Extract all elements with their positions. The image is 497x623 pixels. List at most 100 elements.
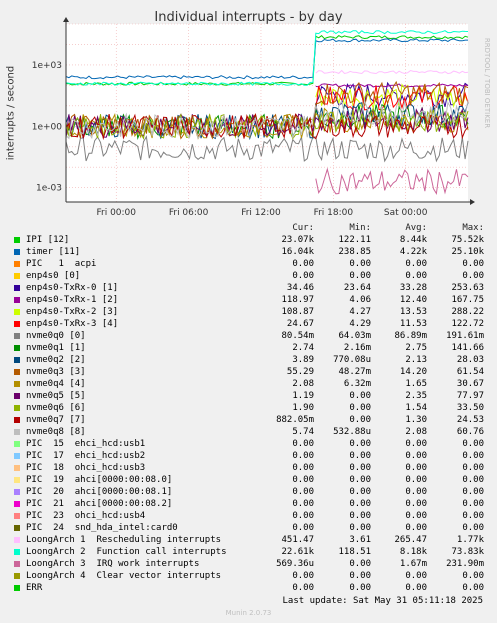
value-min: 118.51 xyxy=(338,547,371,557)
value-max: 0.00 xyxy=(462,487,484,497)
value-avg: 0.00 xyxy=(405,511,427,521)
legend-row: enp4s0-TxRx-2 [3] 108.87 4.27 13.53 288.22 xyxy=(14,306,488,318)
series-line-7 xyxy=(315,85,469,111)
value-min: 64.03m xyxy=(338,331,371,341)
legend-swatch xyxy=(14,417,20,423)
series-line-27 xyxy=(315,167,469,195)
value-cur: 1.90 xyxy=(292,403,314,413)
value-cur: 569.36u xyxy=(276,559,314,569)
value-avg: 11.53 xyxy=(399,319,427,329)
legend-row: PIC 24 snd_hda_intel:card0 0.00 0.00 0.00 0.… xyxy=(14,522,488,534)
value-cur: 882.05m xyxy=(276,415,314,425)
legend-row: ERR 0.00 0.00 0.00 0.00 xyxy=(14,582,488,594)
value-min: 4.06 xyxy=(349,295,371,305)
value-cur: 5.74 xyxy=(292,427,314,437)
series-line-1 xyxy=(65,38,468,80)
legend-row: nvme0q2 [2] 3.89 770.08u 2.13 28.03 xyxy=(14,354,488,366)
legend-swatch xyxy=(14,465,20,471)
legend-row: nvme0q4 [4] 2.08 6.32m 1.65 30.67 xyxy=(14,378,488,390)
series-name: LoongArch 2 Function call interrupts xyxy=(26,547,227,557)
legend-swatch xyxy=(14,501,20,507)
legend-swatch xyxy=(14,381,20,387)
series-name: nvme0q4 [4] xyxy=(26,379,86,389)
value-min: 532.88u xyxy=(333,427,371,437)
series-name: LoongArch 4 Clear vector interrupts xyxy=(26,571,222,581)
legend-row: nvme0q1 [1] 2.74 2.16m 2.75 141.66 xyxy=(14,342,488,354)
series-name: IPI [12] xyxy=(26,235,70,245)
value-max: 28.03 xyxy=(456,355,484,365)
value-max: 0.00 xyxy=(462,523,484,533)
value-max: 231.90m xyxy=(446,559,484,569)
x-tick-label: Sat 00:00 xyxy=(384,208,428,218)
value-min: 122.11 xyxy=(338,235,371,245)
series-name: enp4s0-TxRx-3 [4] xyxy=(26,319,119,329)
col-avg-header: Avg: xyxy=(405,223,427,233)
legend-row: LoongArch 4 Clear vector interrupts 0.00 0… xyxy=(14,570,488,582)
value-min: 0.00 xyxy=(349,511,371,521)
value-min: 6.32m xyxy=(343,379,371,389)
value-min: 3.61 xyxy=(349,535,371,545)
legend-swatch xyxy=(14,393,20,399)
value-max: 0.00 xyxy=(462,475,484,485)
value-avg: 4.22k xyxy=(399,247,427,257)
x-tick-label: Fri 12:00 xyxy=(241,208,281,218)
value-max: 288.22 xyxy=(451,307,484,317)
legend-row: PIC 17 ehci_hcd:usb2 0.00 0.00 0.00 0.00 xyxy=(14,450,488,462)
legend-swatch xyxy=(14,333,20,339)
value-cur: 0.00 xyxy=(292,487,314,497)
value-cur: 0.00 xyxy=(292,463,314,473)
legend-swatch xyxy=(14,453,20,459)
legend-row: nvme0q6 [6] 1.90 0.00 1.54 33.50 xyxy=(14,402,488,414)
value-avg: 2.75 xyxy=(405,343,427,353)
value-cur: 34.46 xyxy=(286,283,314,293)
y-axis-arrow xyxy=(63,17,69,22)
series-name: PIC 20 ahci[0000:00:08.1] xyxy=(26,487,173,497)
legend-swatch xyxy=(14,513,20,519)
value-min: 0.00 xyxy=(349,523,371,533)
legend-row: nvme0q3 [3] 55.29 48.27m 14.20 61.54 xyxy=(14,366,488,378)
value-avg: 0.00 xyxy=(405,463,427,473)
value-max: 77.97 xyxy=(456,391,484,401)
value-min: 0.00 xyxy=(349,463,371,473)
value-min: 2.16m xyxy=(343,343,371,353)
value-avg: 0.00 xyxy=(405,523,427,533)
legend-swatch xyxy=(14,249,20,255)
value-min: 238.85 xyxy=(338,247,371,257)
value-avg: 0.00 xyxy=(405,271,427,281)
value-avg: 33.28 xyxy=(399,283,427,293)
series-name: nvme0q3 [3] xyxy=(26,367,86,377)
value-cur: 451.47 xyxy=(281,535,314,545)
legend-swatch xyxy=(14,561,20,567)
legend-swatch xyxy=(14,537,20,543)
series-name: PIC 19 ahci[0000:00:08.0] xyxy=(26,475,173,485)
value-cur: 0.00 xyxy=(292,499,314,509)
legend-swatch xyxy=(14,525,20,531)
legend-swatch xyxy=(14,429,20,435)
legend-row: PIC 23 ohci_hcd:usb4 0.00 0.00 0.00 0.00 xyxy=(14,510,488,522)
legend-row: nvme0q0 [0] 80.54m 64.03m 86.89m 191.61m xyxy=(14,330,488,342)
value-max: 0.00 xyxy=(462,463,484,473)
value-min: 0.00 xyxy=(349,487,371,497)
value-min: 0.00 xyxy=(349,571,371,581)
value-cur: 55.29 xyxy=(286,367,314,377)
value-cur: 0.00 xyxy=(292,583,314,593)
value-avg: 0.00 xyxy=(405,259,427,269)
series-name: timer [11] xyxy=(26,247,81,257)
y-tick-label: 1e+00 xyxy=(32,122,63,132)
value-min: 0.00 xyxy=(349,475,371,485)
value-avg: 1.30 xyxy=(405,415,427,425)
value-avg: 0.00 xyxy=(405,475,427,485)
legend-swatch xyxy=(14,297,20,303)
series-name: nvme0q2 [2] xyxy=(26,355,86,365)
value-avg: 0.00 xyxy=(405,583,427,593)
value-avg: 2.35 xyxy=(405,391,427,401)
series-line-14 xyxy=(65,107,469,140)
value-max: 1.77k xyxy=(456,535,484,545)
series-line-16 xyxy=(65,98,469,140)
series-line-26 xyxy=(65,30,469,86)
value-avg: 8.18k xyxy=(399,547,427,557)
series-name: PIC 1 acpi xyxy=(26,259,97,269)
value-cur: 2.74 xyxy=(292,343,314,353)
value-cur: 0.00 xyxy=(292,511,314,521)
value-min: 0.00 xyxy=(349,391,371,401)
